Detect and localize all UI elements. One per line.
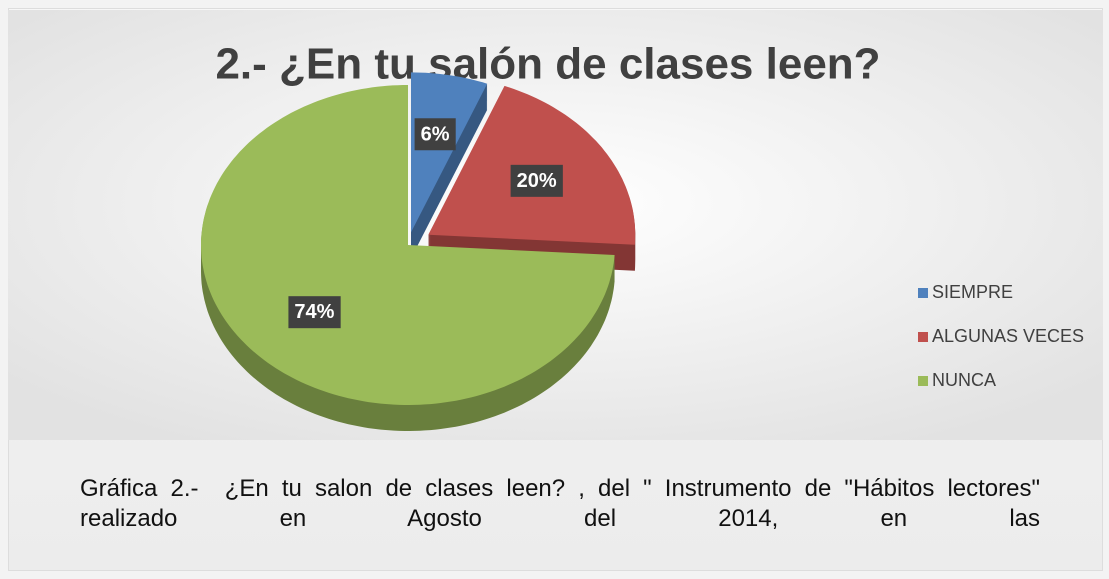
legend-swatch [918,332,928,342]
data-label: 74% [294,301,334,323]
slice [411,72,488,233]
data-label-box [414,118,456,151]
data-label-box [288,296,341,329]
chart: 2.- ¿En tu salón de clases leen? 6% 20% 74… [8,10,1103,440]
legend-label: SIEMPRE [932,282,1013,302]
chart-title: 2.- ¿En tu salón de clases leen? [215,40,880,89]
caption: Gráfica 2.- ¿En tu salon de clases leen?… [80,475,1040,532]
legend-label: NUNCA [932,370,996,390]
legend-label: ALGUNAS VECES [932,326,1084,346]
data-label: 6% [421,123,450,145]
data-label-box [510,164,563,197]
legend-swatch [918,376,928,386]
legend-swatch [918,288,928,298]
data-label: 20% [517,170,557,192]
